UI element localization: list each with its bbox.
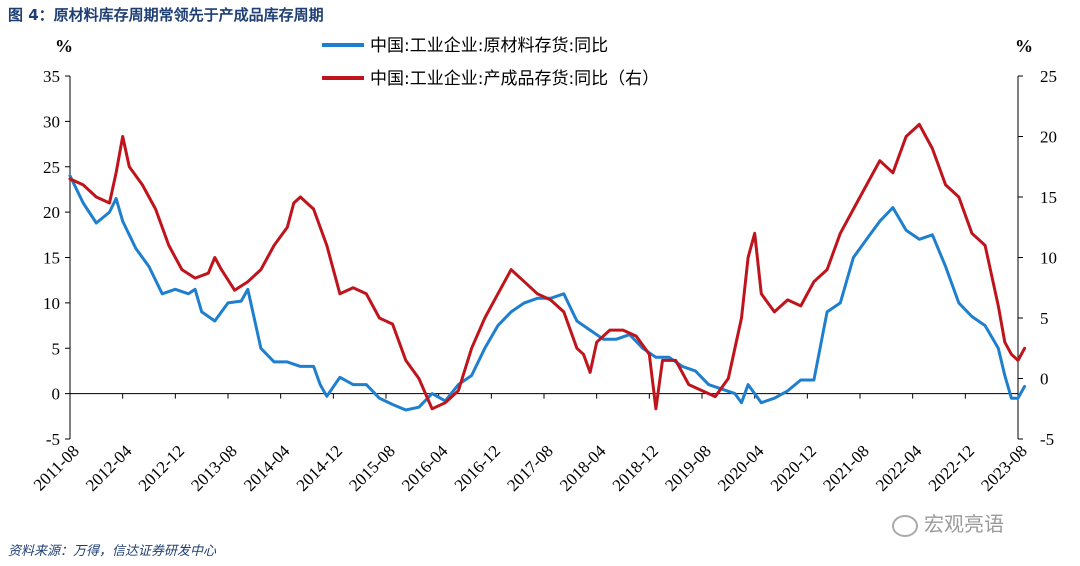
watermark-text: 宏观亮语: [924, 512, 1004, 536]
x-tick-label: 2022-12: [925, 441, 979, 495]
legend-label: 中国:工业企业:产成品存货:同比（右）: [370, 69, 659, 89]
x-tick-label: 2014-12: [293, 441, 347, 495]
x-tick-label: 2020-04: [714, 441, 768, 495]
x-tick-label: 2023-08: [977, 441, 1031, 495]
x-tick-label: 2016-12: [451, 441, 505, 495]
x-tick-label: 2018-12: [609, 441, 663, 495]
x-tick-label: 2020-12: [767, 441, 821, 495]
left-tick-label: 15: [43, 249, 60, 268]
right-tick-label: 25: [1040, 67, 1057, 86]
x-tick-label: 2022-04: [872, 441, 926, 495]
wechat-icon: [892, 514, 918, 537]
left-tick-label: 10: [43, 294, 60, 313]
series-line-raw-materials: [68, 174, 1027, 412]
figure-title: 图 4：原材料库存周期常领先于产成品库存周期: [8, 6, 324, 24]
x-tick-label: 2012-04: [82, 441, 136, 495]
legend-label: 中国:工业企业:原材料存货:同比: [370, 36, 608, 56]
left-tick-label: 30: [43, 112, 60, 131]
left-axis-unit: %: [55, 36, 73, 56]
right-tick-label: -5: [1040, 430, 1054, 449]
right-tick-label: 15: [1040, 188, 1057, 207]
x-tick-label: 2021-08: [819, 441, 873, 495]
x-tick-label: 2018-04: [556, 441, 610, 495]
right-tick-label: 10: [1040, 249, 1057, 268]
right-tick-label: 20: [1040, 128, 1057, 147]
x-tick-label: 2014-04: [240, 441, 294, 495]
x-tick-label: 2011-08: [30, 441, 83, 494]
right-axis-unit: %: [1015, 36, 1033, 56]
watermark: 宏观亮语: [892, 508, 1004, 537]
left-tick-label: 5: [52, 339, 61, 358]
x-tick-label: 2019-08: [661, 441, 715, 495]
left-tick-label: 0: [52, 385, 61, 404]
source-note: 资料来源：万得，信达证券研发中心: [8, 544, 217, 559]
x-tick-label: 2016-04: [398, 441, 452, 495]
x-tick-label: 2012-12: [135, 441, 189, 495]
x-tick-label: 2017-08: [503, 441, 557, 495]
left-tick-label: 35: [43, 67, 60, 86]
right-tick-label: 5: [1040, 309, 1049, 328]
right-tick-label: 0: [1040, 370, 1049, 389]
series-line-finished-goods: [68, 122, 1027, 411]
x-tick-label: 2015-08: [345, 441, 399, 495]
left-tick-label: 20: [43, 203, 60, 222]
axes: [65, 75, 1023, 440]
series-lines: [68, 122, 1027, 412]
left-tick-label: 25: [43, 158, 60, 177]
x-tick-label: 2013-08: [187, 441, 241, 495]
left-tick-label: -5: [46, 430, 60, 449]
